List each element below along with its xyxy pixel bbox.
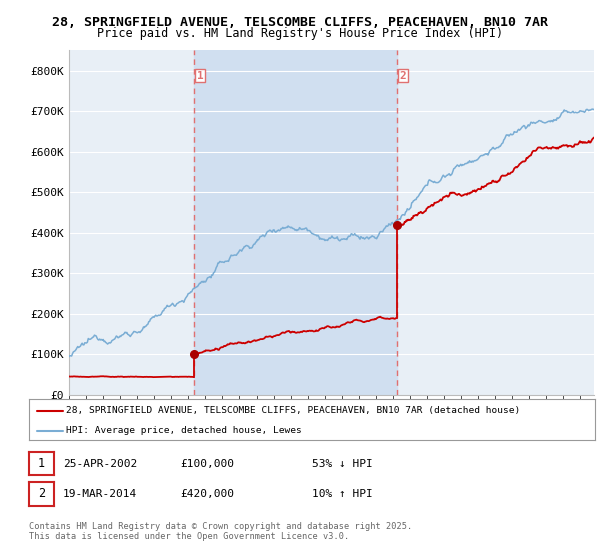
- Text: 10% ↑ HPI: 10% ↑ HPI: [312, 489, 373, 499]
- Text: Contains HM Land Registry data © Crown copyright and database right 2025.
This d: Contains HM Land Registry data © Crown c…: [29, 522, 412, 542]
- Text: 28, SPRINGFIELD AVENUE, TELSCOMBE CLIFFS, PEACEHAVEN, BN10 7AR (detached house): 28, SPRINGFIELD AVENUE, TELSCOMBE CLIFFS…: [65, 406, 520, 415]
- Text: Price paid vs. HM Land Registry's House Price Index (HPI): Price paid vs. HM Land Registry's House …: [97, 27, 503, 40]
- Text: £100,000: £100,000: [180, 459, 234, 469]
- Text: 2: 2: [400, 71, 406, 81]
- Text: HPI: Average price, detached house, Lewes: HPI: Average price, detached house, Lewe…: [65, 426, 301, 435]
- Text: 19-MAR-2014: 19-MAR-2014: [63, 489, 137, 499]
- Text: 25-APR-2002: 25-APR-2002: [63, 459, 137, 469]
- Text: 1: 1: [197, 71, 203, 81]
- Text: 2: 2: [38, 487, 45, 501]
- Text: 28, SPRINGFIELD AVENUE, TELSCOMBE CLIFFS, PEACEHAVEN, BN10 7AR: 28, SPRINGFIELD AVENUE, TELSCOMBE CLIFFS…: [52, 16, 548, 29]
- Text: 1: 1: [38, 457, 45, 470]
- Text: £420,000: £420,000: [180, 489, 234, 499]
- Bar: [194, 50, 397, 395]
- Text: 53% ↓ HPI: 53% ↓ HPI: [312, 459, 373, 469]
